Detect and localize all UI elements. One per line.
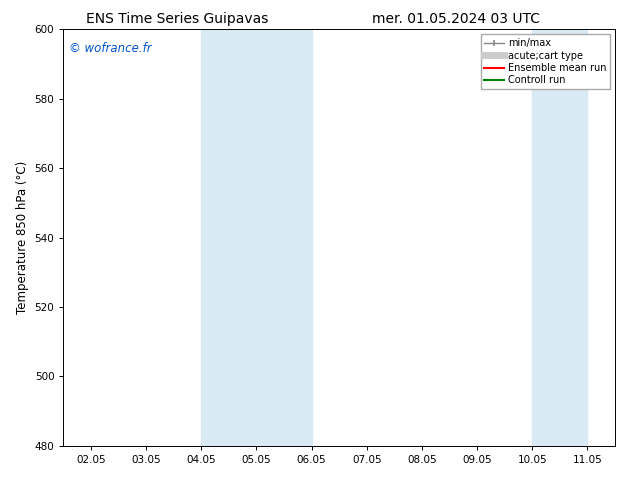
Y-axis label: Temperature 850 hPa (°C): Temperature 850 hPa (°C): [16, 161, 29, 314]
Text: mer. 01.05.2024 03 UTC: mer. 01.05.2024 03 UTC: [373, 12, 540, 26]
Legend: min/max, acute;cart type, Ensemble mean run, Controll run: min/max, acute;cart type, Ensemble mean …: [481, 34, 610, 89]
Text: © wofrance.fr: © wofrance.fr: [69, 42, 152, 55]
Bar: [533, 29, 588, 446]
Bar: [202, 29, 312, 446]
Text: ENS Time Series Guipavas: ENS Time Series Guipavas: [86, 12, 269, 26]
